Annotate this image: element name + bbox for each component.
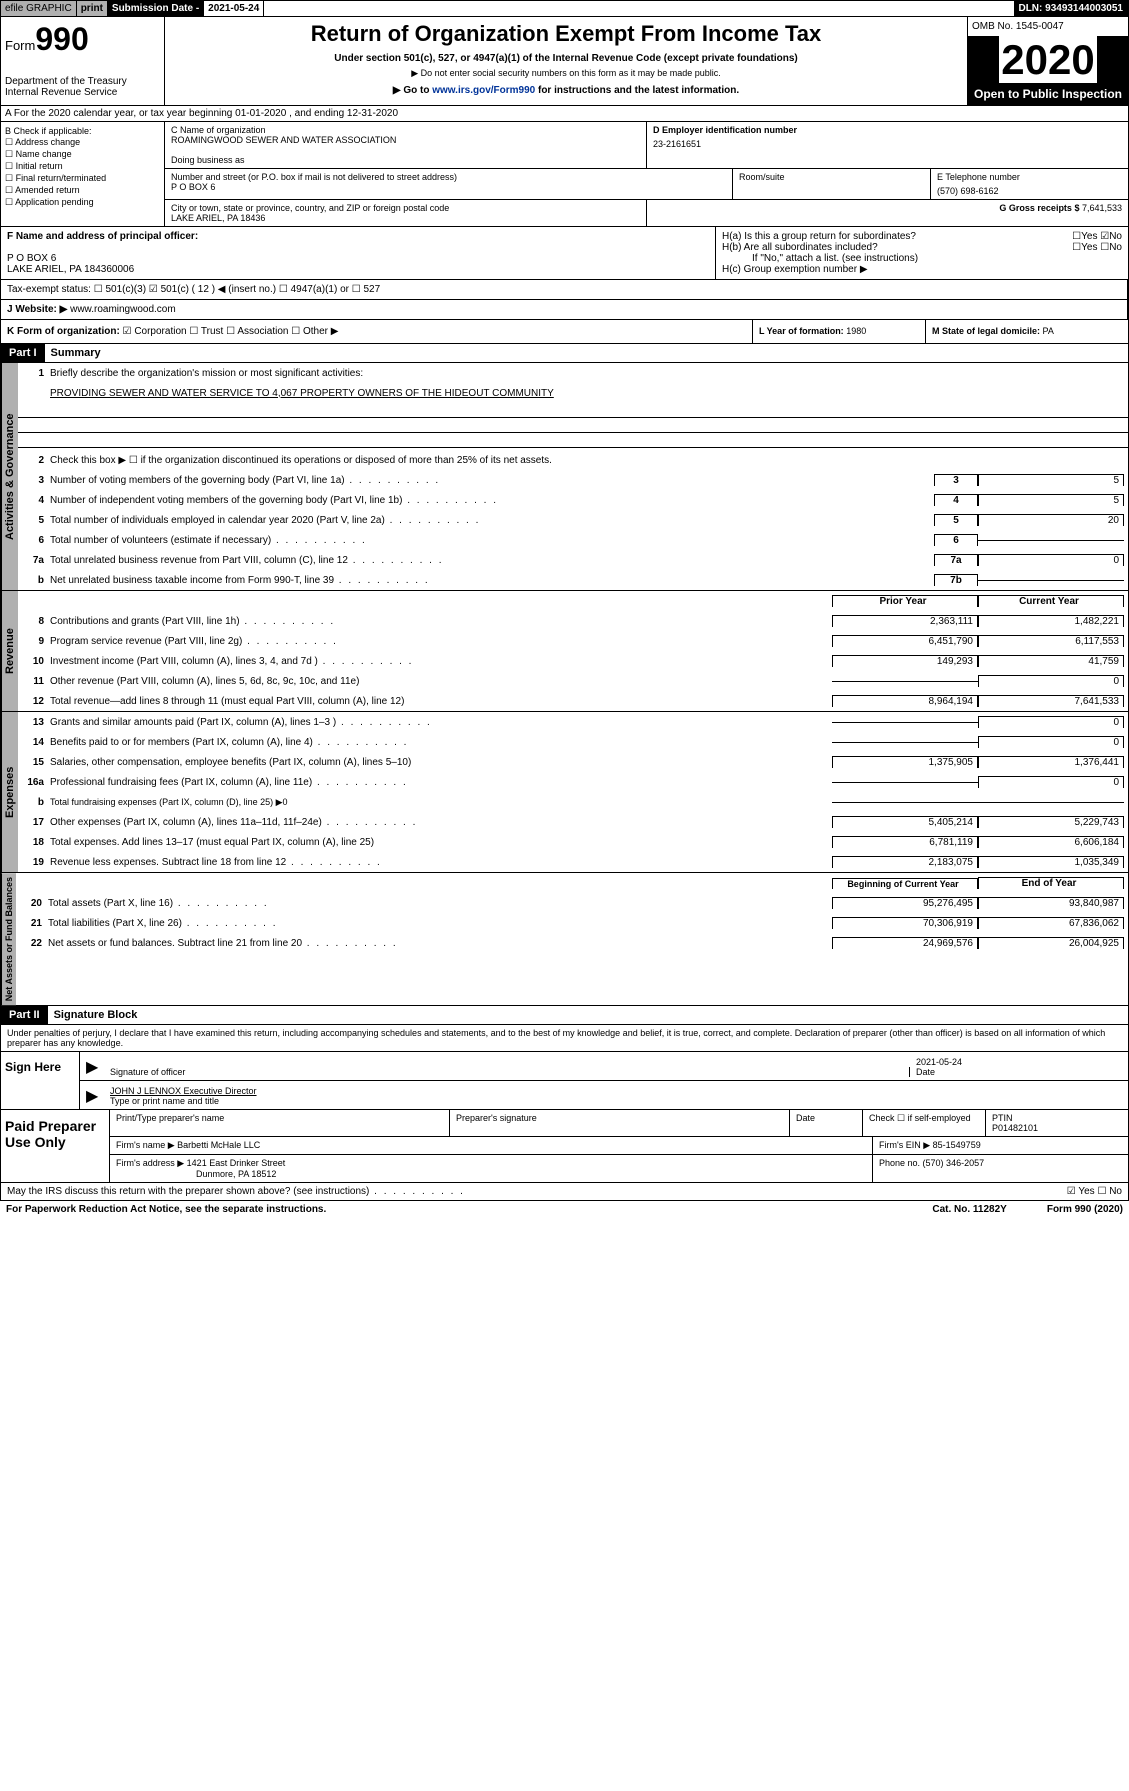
pra: For Paperwork Reduction Act Notice, see …: [6, 1204, 326, 1215]
f-l1: P O BOX 6: [7, 253, 709, 264]
sign-here-lbl: Sign Here: [1, 1052, 80, 1109]
c-addr: P O BOX 6: [171, 182, 726, 192]
form-ref: Form 990 (2020): [1047, 1204, 1123, 1215]
ptin: P01482101: [992, 1123, 1122, 1133]
c-city-lbl: City or town, state or province, country…: [171, 203, 640, 213]
paid-lbl: Paid Preparer Use Only: [1, 1110, 110, 1182]
l7b-txt: Net unrelated business taxable income fr…: [50, 575, 934, 586]
hc-lbl: H(c) Group exemption number ▶: [722, 264, 1122, 275]
header-bar: efile GRAPHIC print Submission Date - 20…: [0, 0, 1129, 17]
l7b-val: [978, 580, 1124, 581]
l7a-txt: Total unrelated business revenue from Pa…: [50, 555, 934, 566]
hdr-beg: Beginning of Current Year: [832, 878, 978, 889]
firm-ein: 85-1549759: [933, 1140, 981, 1150]
form-note1: ▶ Do not enter social security numbers o…: [169, 68, 963, 79]
hb-lbl: H(b) Are all subordinates included?: [722, 242, 878, 253]
chk-address[interactable]: ☐ Address change: [5, 137, 160, 148]
chk-name[interactable]: ☐ Name change: [5, 149, 160, 160]
irs-link[interactable]: www.irs.gov/Form990: [432, 85, 535, 96]
hdr-prior: Prior Year: [832, 595, 978, 607]
sub-label: Submission Date -: [108, 1, 204, 16]
form-number: Form990: [5, 21, 160, 58]
chk-initial[interactable]: ☐ Initial return: [5, 161, 160, 172]
l4-val: 5: [978, 494, 1124, 506]
cat-no: Cat. No. 11282Y: [932, 1204, 1006, 1215]
l7a-val: 0: [978, 554, 1124, 566]
sig-lbl: Signature of officer: [110, 1067, 903, 1077]
sig-date: 2021-05-24: [916, 1057, 1116, 1067]
form-title: Return of Organization Exempt From Incom…: [169, 21, 963, 47]
l5-txt: Total number of individuals employed in …: [50, 515, 934, 526]
part2-hdr: Part II: [1, 1006, 48, 1024]
g-val: 7,641,533: [1082, 203, 1122, 213]
c-city: LAKE ARIEL, PA 18436: [171, 213, 640, 223]
discuss-q: May the IRS discuss this return with the…: [7, 1186, 465, 1197]
ha-lbl: H(a) Is this a group return for subordin…: [722, 231, 916, 242]
d-lbl: D Employer identification number: [653, 125, 1122, 135]
print-btn[interactable]: print: [77, 1, 108, 16]
row-i: Tax-exempt status: ☐ 501(c)(3) ☑ 501(c) …: [1, 280, 1128, 299]
l4-txt: Number of independent voting members of …: [50, 495, 934, 506]
part1-hdr: Part I: [1, 344, 45, 362]
b-header: B Check if applicable:: [5, 126, 160, 136]
f-lbl: F Name and address of principal officer:: [7, 231, 709, 242]
vlabel-ag: Activities & Governance: [1, 363, 18, 590]
l5-val: 20: [978, 514, 1124, 526]
row-a: A For the 2020 calendar year, or tax yea…: [0, 106, 1129, 122]
l6-txt: Total number of volunteers (estimate if …: [50, 535, 934, 546]
firm-phone: (570) 346-2057: [923, 1158, 985, 1168]
dept: Department of the Treasury Internal Reve…: [5, 76, 160, 98]
c-name: ROAMINGWOOD SEWER AND WATER ASSOCIATION: [171, 135, 640, 145]
g-lbl: G Gross receipts $: [999, 203, 1082, 213]
efile-label: efile GRAPHIC: [1, 1, 77, 16]
row-m: M State of legal domicile: PA: [925, 320, 1128, 343]
omb: OMB No. 1545-0047: [968, 17, 1128, 37]
chk-pending[interactable]: ☐ Application pending: [5, 197, 160, 208]
chk-final[interactable]: ☐ Final return/terminated: [5, 173, 160, 184]
form-subtitle: Under section 501(c), 527, or 4947(a)(1)…: [169, 53, 963, 64]
sig-name: JOHN J LENNOX Executive Director: [110, 1086, 1116, 1096]
hdr-end: End of Year: [978, 877, 1124, 889]
hdr-cur: Current Year: [978, 595, 1124, 607]
l1-val: PROVIDING SEWER AND WATER SERVICE TO 4,0…: [50, 388, 1124, 399]
e-lbl: E Telephone number: [937, 172, 1122, 182]
c-addr-lbl: Number and street (or P.O. box if mail i…: [171, 172, 726, 182]
part1-title: Summary: [45, 344, 107, 362]
e-val: (570) 698-6162: [937, 186, 1122, 196]
vlabel-rev: Revenue: [1, 591, 18, 711]
firm-addr1: 1421 East Drinker Street: [187, 1158, 286, 1168]
block-c: C Name of organization ROAMINGWOOD SEWER…: [165, 122, 1128, 226]
l3-txt: Number of voting members of the governin…: [50, 475, 934, 486]
decl: Under penalties of perjury, I declare th…: [0, 1025, 1129, 1052]
c-dba-lbl: Doing business as: [171, 155, 640, 165]
open-to-public: Open to Public Inspection: [968, 83, 1128, 105]
vlabel-na: Net Assets or Fund Balances: [1, 873, 16, 1005]
tax-year: 2020: [968, 37, 1128, 83]
website-link[interactable]: www.roamingwood.com: [70, 304, 176, 315]
dln: DLN: 93493144003051: [1014, 1, 1128, 16]
c-name-lbl: C Name of organization: [171, 125, 640, 135]
c-room-lbl: Room/suite: [733, 169, 931, 199]
sub-date: 2021-05-24: [204, 1, 264, 16]
h-note: If "No," attach a list. (see instruction…: [722, 253, 1122, 264]
block-b: B Check if applicable: ☐ Address change …: [1, 122, 165, 226]
chk-amended[interactable]: ☐ Amended return: [5, 185, 160, 196]
vlabel-exp: Expenses: [1, 712, 18, 872]
f-l2: LAKE ARIEL, PA 184360006: [7, 264, 709, 275]
l2-txt: Check this box ▶ ☐ if the organization d…: [50, 455, 1124, 466]
l6-val: [978, 540, 1124, 541]
form-note2: ▶ Go to www.irs.gov/Form990 for instruct…: [169, 85, 963, 96]
row-j: J Website: ▶ www.roamingwood.com: [1, 300, 1128, 319]
block-bcde: B Check if applicable: ☐ Address change …: [0, 122, 1129, 227]
l1-txt: Briefly describe the organization's miss…: [50, 368, 1124, 379]
row-k: K Form of organization: ☑ Corporation ☐ …: [1, 320, 752, 343]
firm-name: Barbetti McHale LLC: [177, 1140, 260, 1150]
block-fh: F Name and address of principal officer:…: [0, 227, 1129, 280]
d-val: 23-2161651: [653, 139, 1122, 149]
row-l: L Year of formation: 1980: [752, 320, 925, 343]
l3-val: 5: [978, 474, 1124, 486]
part2-title: Signature Block: [48, 1006, 144, 1024]
firm-addr2: Dunmore, PA 18512: [196, 1169, 276, 1179]
form-header: Form990 Department of the Treasury Inter…: [0, 17, 1129, 106]
